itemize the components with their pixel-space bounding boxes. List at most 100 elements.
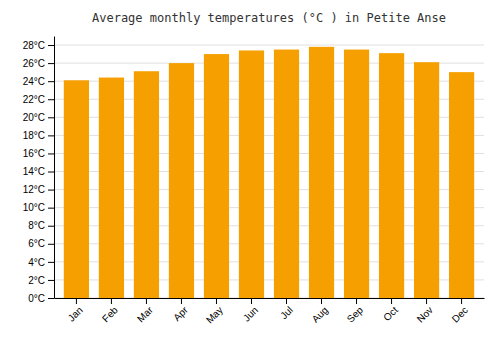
tick: Dec [450, 298, 470, 325]
tick-mark [48, 81, 54, 82]
tick-mark [48, 262, 54, 263]
tick-label: 0°C [28, 293, 45, 304]
tick: Mar [135, 298, 155, 324]
tick-mark [426, 298, 427, 304]
tick-mark [48, 117, 54, 118]
tick-label: Aug [310, 304, 330, 324]
tick-label: Dec [450, 304, 470, 324]
bar [309, 47, 334, 298]
bar [379, 53, 404, 298]
tick: 0°C [28, 293, 54, 304]
tick-mark [48, 63, 54, 64]
tick-mark [48, 172, 54, 173]
tick-label: May [204, 304, 225, 325]
tick: 22°C [23, 94, 54, 105]
bar [449, 72, 474, 298]
tick: 10°C [23, 202, 54, 213]
tick-mark [48, 280, 54, 281]
tick-mark [181, 298, 182, 304]
tick: 16°C [23, 148, 54, 159]
tick: 12°C [23, 184, 54, 195]
tick: Jun [241, 298, 260, 324]
tick-mark [48, 298, 54, 299]
tick: May [204, 298, 225, 326]
tick: Sep [345, 298, 366, 325]
tick-mark [48, 190, 54, 191]
tick-label: 4°C [28, 257, 45, 268]
tick-label: Oct [381, 304, 400, 323]
tick-label: 6°C [28, 238, 45, 249]
tick: 6°C [28, 238, 54, 249]
tick: 26°C [23, 58, 54, 69]
tick-mark [391, 298, 392, 304]
bar [169, 63, 194, 298]
tick: Jan [66, 298, 85, 324]
tick-label: Jun [241, 304, 260, 323]
tick-label: 8°C [28, 220, 45, 231]
axis-line [54, 37, 55, 299]
tick-mark [286, 298, 287, 304]
tick-mark [48, 153, 54, 154]
tick-label: 18°C [23, 130, 45, 141]
tick-mark [76, 298, 77, 304]
title: Average monthly temperatures (°C ) in Pe… [92, 11, 446, 25]
tick: 4°C [28, 257, 54, 268]
y-axis: 0°C 2°C 4°C 6°C 8°C 10°C 12°C 14°C 16°C 18°C 20°C 2… [23, 37, 55, 304]
tick: Apr [171, 298, 190, 323]
tick: Feb [100, 298, 120, 324]
bar [134, 71, 159, 298]
tick-mark [461, 298, 462, 304]
tick-mark [216, 298, 217, 304]
tick: 28°C [23, 40, 54, 51]
x-axis: Jan Feb Mar Apr May Jun Jul Aug Sep Oct Nov Dec [55, 298, 485, 326]
tick-mark [146, 298, 147, 304]
bar [239, 50, 264, 298]
tick-label: 22°C [23, 94, 45, 105]
tick: 8°C [28, 220, 54, 231]
tick-mark [48, 226, 54, 227]
tick-label: 16°C [23, 148, 45, 159]
tick-label: 14°C [23, 166, 45, 177]
plot-area [64, 47, 474, 298]
tick-mark [111, 298, 112, 304]
tick-mark [356, 298, 357, 304]
tick-label: Nov [415, 304, 435, 324]
tick: 20°C [23, 112, 54, 123]
tick: 18°C [23, 130, 54, 141]
tick-label: 10°C [23, 202, 45, 213]
tick-label: Feb [100, 304, 120, 324]
tick: 14°C [23, 166, 54, 177]
grid-line [54, 45, 484, 46]
tick: Nov [415, 298, 435, 325]
tick-label: 2°C [28, 275, 45, 286]
tick-label: Sep [345, 304, 366, 325]
bar [344, 50, 369, 298]
tick-mark [48, 99, 54, 100]
bar [274, 50, 299, 298]
tick: Aug [310, 298, 330, 325]
grid [54, 45, 484, 298]
bar [99, 78, 124, 298]
tick-mark [251, 298, 252, 304]
tick-mark [48, 208, 54, 209]
tick-label: 28°C [23, 40, 45, 51]
bar [204, 54, 229, 298]
tick-mark [48, 135, 54, 136]
tick: Jul [278, 298, 295, 321]
tick-mark [48, 244, 54, 245]
tick-label: 26°C [23, 58, 45, 69]
tick-label: 12°C [23, 184, 45, 195]
tick: 24°C [23, 76, 54, 87]
chart: 0°C 2°C 4°C 6°C 8°C 10°C 12°C 14°C 16°C 18°C 20°C 2… [0, 0, 500, 350]
tick: 2°C [28, 275, 54, 286]
tick-mark [48, 45, 54, 46]
tick: Oct [381, 298, 400, 323]
tick-label: Jan [66, 304, 85, 323]
tick-label: 24°C [23, 76, 45, 87]
axis-line [55, 298, 485, 299]
tick-label: 20°C [23, 112, 45, 123]
tick-label: Apr [171, 304, 190, 323]
tick-mark [321, 298, 322, 304]
bar [64, 80, 89, 298]
tick-label: Jul [278, 304, 295, 321]
